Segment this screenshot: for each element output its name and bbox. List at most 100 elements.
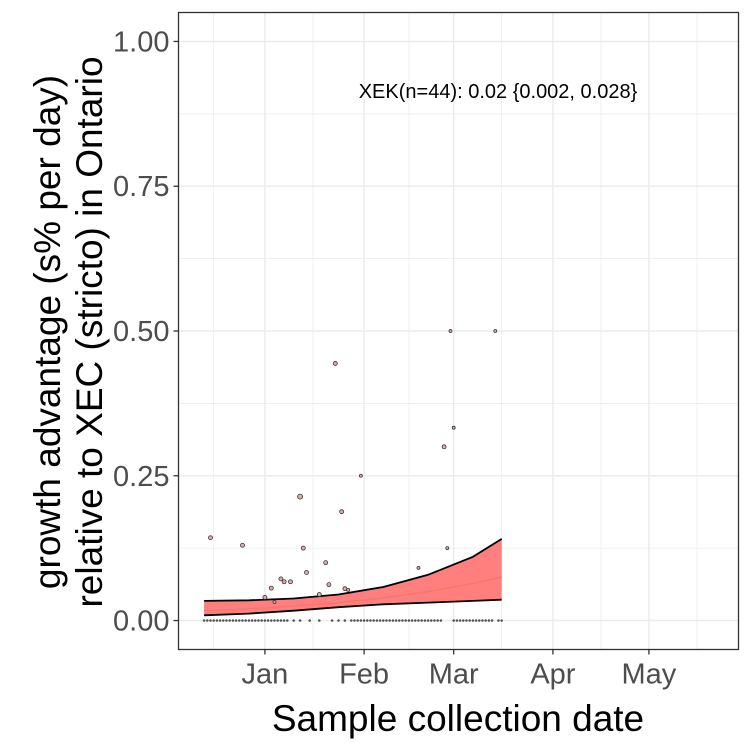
data-point	[262, 594, 268, 600]
data-point	[272, 600, 277, 604]
y-tick-label: 0.00	[113, 606, 169, 638]
data-point	[441, 444, 447, 450]
zero-data-point	[366, 619, 369, 622]
zero-data-point	[234, 619, 238, 622]
zero-data-point	[436, 619, 439, 622]
zero-data-point	[206, 619, 209, 622]
zero-data-point	[359, 619, 363, 622]
zero-data-point	[382, 619, 385, 622]
upper-bound-line	[204, 538, 503, 602]
zero-data-point	[458, 619, 462, 622]
zero-data-point	[337, 619, 340, 622]
zero-data-point	[484, 619, 487, 622]
grid-lines	[178, 12, 739, 650]
points-layer	[202, 329, 503, 622]
zero-data-point	[500, 619, 503, 622]
zero-data-point	[372, 619, 375, 622]
data-point	[288, 579, 293, 585]
data-point	[346, 587, 351, 592]
zero-data-point	[398, 619, 401, 622]
data-point	[300, 545, 306, 551]
data-point	[326, 582, 332, 588]
zero-data-point	[282, 619, 286, 622]
x-tick-label: Jan	[242, 659, 289, 691]
lower-bound-line	[204, 598, 502, 617]
zero-data-point	[490, 619, 494, 622]
data-point	[297, 493, 304, 500]
zero-data-point	[471, 619, 475, 622]
zero-data-point	[250, 619, 254, 622]
zero-data-point	[222, 619, 225, 622]
data-point	[316, 592, 322, 597]
y-axis-title-line-1: growth advantage (s% per day)	[27, 75, 68, 589]
annotation-layer: XEK(n=44): 0.02 {0.002, 0.028}	[359, 81, 638, 103]
zero-data-point	[430, 619, 433, 622]
data-point	[448, 329, 453, 333]
zero-data-point	[238, 619, 241, 622]
zero-data-point	[343, 619, 347, 622]
zero-data-point	[228, 619, 231, 622]
zero-data-point	[218, 619, 222, 622]
zero-data-point	[378, 619, 382, 622]
zero-data-point	[462, 619, 465, 622]
zero-data-point	[215, 619, 219, 622]
zero-data-point	[254, 619, 257, 622]
zero-data-point	[423, 619, 427, 622]
x-axis: Jan Feb Mar Apr May	[242, 649, 677, 691]
zero-data-point	[410, 619, 414, 622]
zero-data-point	[350, 619, 353, 622]
zero-data-point	[231, 619, 235, 622]
zero-data-point	[433, 619, 436, 622]
zero-data-point	[394, 619, 398, 622]
zero-data-point	[212, 619, 215, 622]
zero-data-point	[279, 619, 283, 622]
zero-data-point	[202, 619, 206, 622]
confidence-ribbon	[204, 538, 502, 616]
data-point	[451, 425, 456, 430]
zero-data-point	[292, 619, 295, 622]
data-point	[416, 565, 421, 570]
zero-data-point	[404, 619, 407, 622]
zero-data-point	[417, 619, 420, 622]
zero-data-point	[455, 619, 459, 622]
fit-annotation: XEK(n=44): 0.02 {0.002, 0.028}	[359, 81, 638, 103]
data-point	[304, 570, 309, 575]
zero-data-point	[247, 619, 251, 622]
y-axis: 0.00 0.25 0.50 0.75 1.00	[113, 26, 179, 638]
data-point	[281, 579, 287, 585]
y-tick-label: 0.50	[113, 316, 169, 348]
zero-data-point	[244, 619, 247, 622]
zero-data-point	[391, 619, 395, 622]
data-point	[268, 585, 274, 591]
zero-data-point	[241, 619, 244, 622]
x-tick-label: May	[622, 659, 677, 691]
data-point	[339, 509, 345, 515]
x-tick-label: Feb	[339, 659, 389, 691]
data-point	[358, 473, 363, 478]
zero-data-point	[487, 619, 491, 622]
zero-data-point	[260, 619, 263, 622]
zero-data-point	[225, 619, 228, 622]
data-point	[240, 542, 245, 548]
ribbon-layer	[204, 538, 503, 617]
y-tick-label: 0.25	[113, 461, 169, 493]
zero-data-point	[375, 619, 379, 622]
zero-data-point	[353, 619, 356, 622]
zero-data-point	[266, 619, 270, 622]
data-point	[208, 535, 213, 541]
zero-data-point	[298, 619, 302, 622]
zero-data-point	[308, 619, 311, 622]
zero-data-point	[414, 619, 417, 622]
zero-data-point	[362, 619, 366, 622]
y-tick-label: 0.75	[113, 171, 169, 203]
zero-data-point	[420, 619, 423, 622]
zero-data-point	[452, 619, 455, 622]
zero-data-point	[478, 619, 481, 622]
zero-data-point	[465, 619, 468, 622]
zero-data-point	[401, 619, 404, 622]
data-point	[323, 560, 329, 566]
x-tick-label: Mar	[429, 659, 479, 691]
zero-data-point	[474, 619, 478, 622]
zero-data-point	[385, 619, 388, 622]
